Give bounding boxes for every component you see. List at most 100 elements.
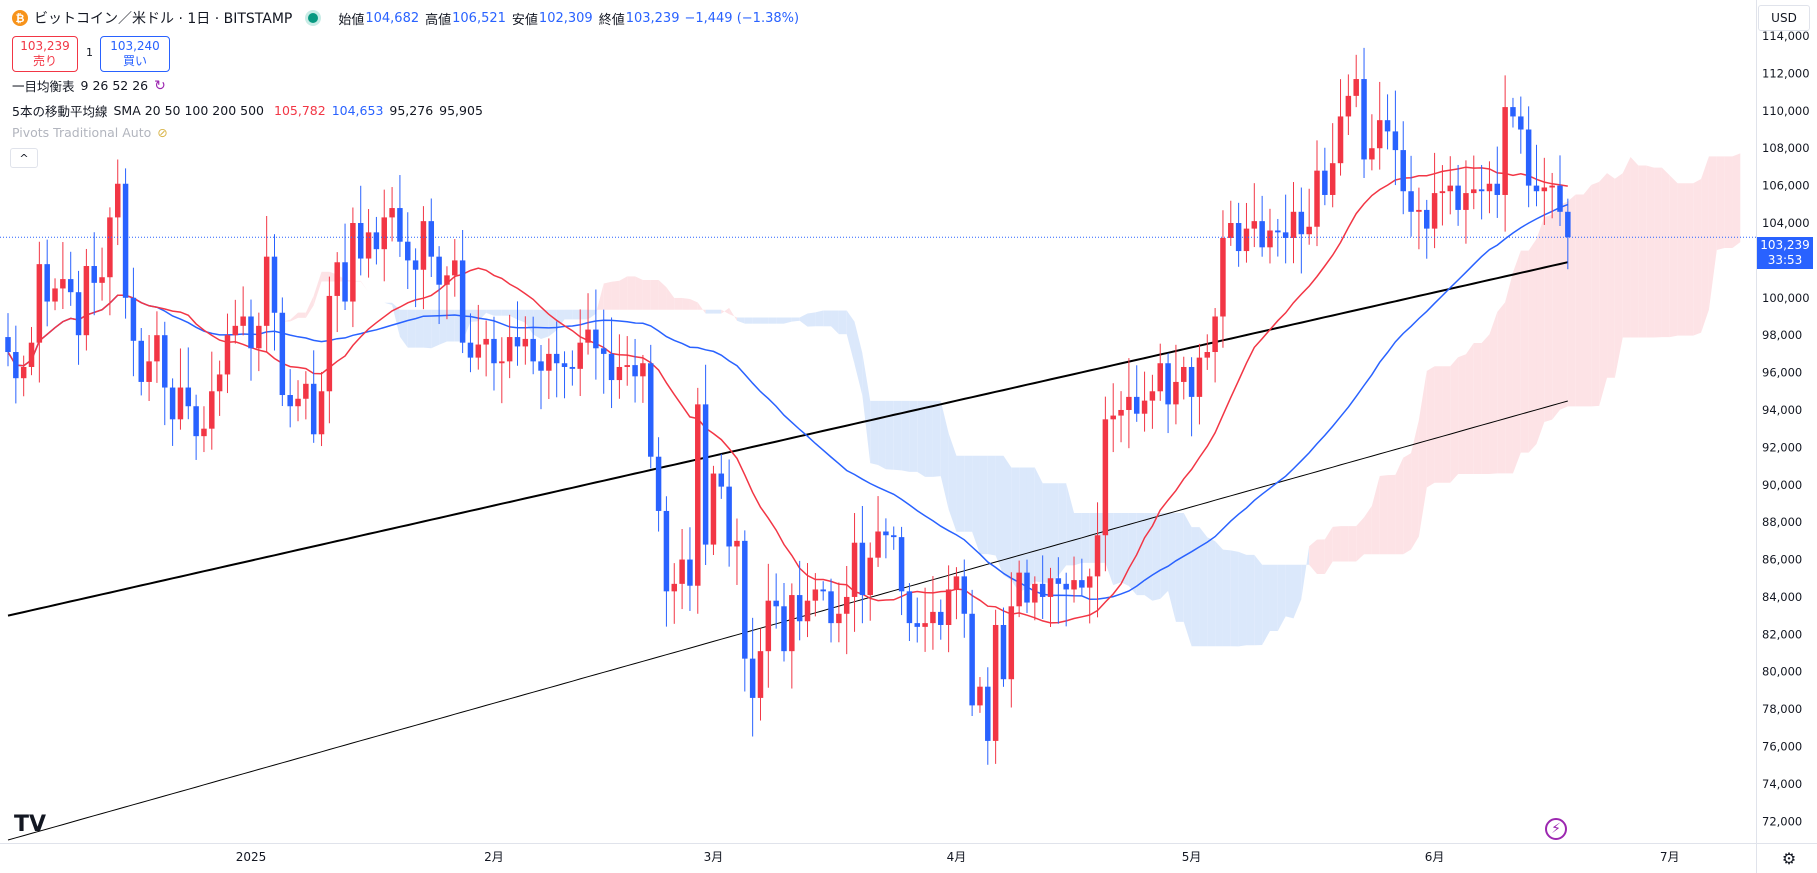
candle-body [1149,391,1156,401]
candle [1055,557,1062,624]
candle [1204,334,1211,370]
y-tick-label: 114,000 [1762,29,1810,43]
ichimoku-cloud-segment [1371,476,1380,555]
gear-icon[interactable]: ⚙ [1781,848,1797,868]
time-axis[interactable]: 2025 2月 3月 4月 5月 6月 7月 [236,850,1680,864]
candle [1196,343,1203,425]
tradingview-logo[interactable]: TV [14,812,47,837]
indicator-pivots[interactable]: Pivots Traditional Auto ⊘ [12,125,174,140]
candle [248,299,254,381]
ichimoku-cloud-segment [729,307,737,321]
candle [397,175,403,257]
y-tick-label: 78,000 [1762,702,1802,716]
candle-body [75,292,82,336]
candle-body [585,329,591,343]
candle-body [616,366,623,381]
candle [1392,90,1399,186]
candle-body [1416,209,1422,212]
candle-body [1353,79,1359,96]
ichimoku-cloud-segment [517,309,526,323]
price-axis[interactable]: 72,000 74,000 76,000 78,000 80,000 82,000 84,0… [1762,29,1810,828]
candle [357,185,364,276]
candle-body [1047,578,1054,597]
candle-body [232,325,239,336]
refresh-icon[interactable]: ↻ [154,77,166,94]
ichimoku-cloud-segment [870,400,879,466]
candle-body [1486,183,1493,192]
candle-body [530,338,536,362]
candle [663,496,670,627]
indicator-sma[interactable]: 5本の移動平均線 SMA 20 50 100 200 500 105,782 1… [12,101,489,120]
ichimoku-cloud-segment [1026,467,1035,589]
candle [593,289,599,380]
candle-body [1165,363,1171,405]
candle [930,576,936,650]
chart-header: ₿ ビットコイン／米ドル · 1日 · BITSTAMP 始値 104,682 高… [0,0,1750,36]
candle-body [1400,150,1406,192]
last-price-label: 103,239 33:53 [1757,237,1813,269]
candle [467,313,474,373]
candle-body [412,260,419,270]
candle-body [1133,396,1140,414]
ichimoku-cloud-segment [925,400,933,477]
symbol-title[interactable]: ビットコイン／米ドル · 1日 · BITSTAMP [34,11,293,27]
candle [804,563,811,638]
ichimoku-cloud-segment [689,298,698,310]
candle [193,394,199,460]
candle [99,247,105,301]
candle-body [632,365,638,377]
ichimoku-cloud-segment [846,310,855,365]
candle-body [985,686,991,741]
candle-body [1275,230,1281,233]
ichimoku-cloud-segment [1418,370,1427,537]
sma50-value: 104,653 [331,103,384,118]
y-tick-label: 100,000 [1762,291,1810,305]
sell-button[interactable]: 103,239 売り [12,36,78,72]
candle-body [1557,185,1563,212]
candle-body [28,342,35,367]
candle [36,241,43,383]
ichimoku-cloud-segment [1693,179,1702,336]
candle-body [953,576,960,590]
candle-body [499,361,505,364]
ichimoku-cloud-segment [1489,312,1498,474]
candle [655,437,662,532]
indicator-ichimoku[interactable]: 一目均衡表 9 26 52 26 ↻ [12,76,172,95]
market-status-icon[interactable] [308,13,319,23]
ichimoku-cloud-segment [486,309,494,316]
candle [1447,156,1454,215]
ichimoku-cloud-segment [705,309,714,314]
y-tick-label: 106,000 [1762,179,1810,193]
bolt-icon[interactable]: ⚡ [1545,818,1567,840]
candle [812,573,819,617]
candle-body [193,406,199,437]
candle-body [890,535,897,538]
candle [1251,183,1258,248]
candle [1102,396,1109,572]
ichimoku-cloud-segment [1465,343,1474,474]
candle [522,316,529,365]
candle-body [836,613,842,624]
candle [146,335,152,401]
buy-button[interactable]: 103,240 買い [100,36,170,72]
collapse-legend-button[interactable]: ^ [10,148,38,168]
candle-body [1478,189,1485,192]
candle [1369,114,1375,171]
candle [1094,502,1101,618]
candle-body [624,365,630,367]
hidden-eye-icon[interactable]: ⊘ [157,125,168,140]
candle-body [1220,237,1226,317]
candle-body [710,473,717,545]
ichimoku-cloud-segment [917,400,926,477]
candle [67,251,74,306]
ichimoku-cloud-segment [1708,156,1717,310]
ichimoku-cloud-segment [1599,173,1608,406]
currency-selector[interactable]: USD [1758,5,1810,31]
candle-body [420,221,427,270]
candle-body [177,387,184,420]
candle [1047,567,1054,627]
y-tick-label: 110,000 [1762,104,1810,118]
buy-label: 買い [122,54,147,68]
candle [577,309,583,397]
